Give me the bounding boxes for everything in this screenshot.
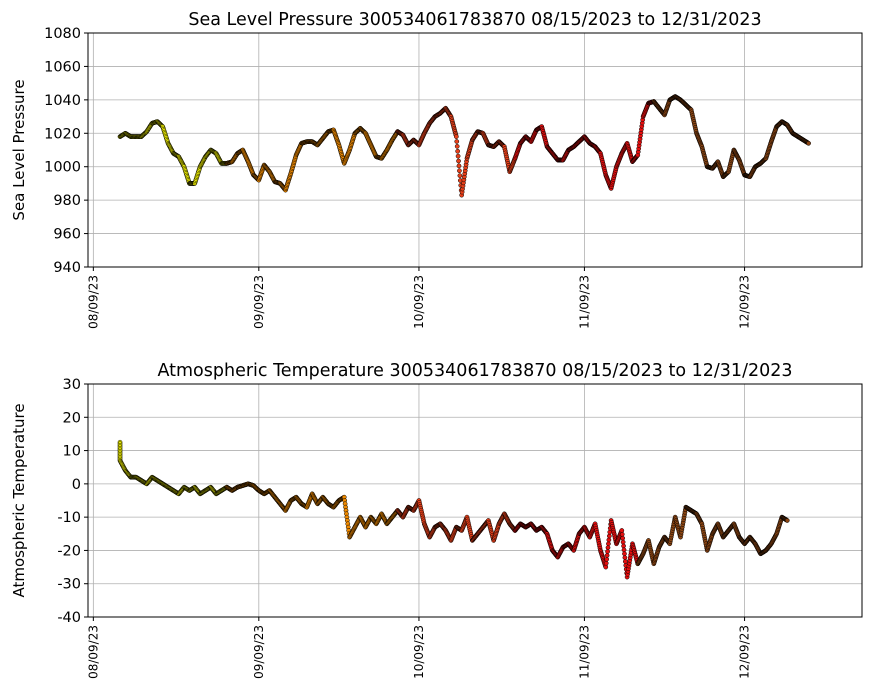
x-tick-label: 08/09/23: [86, 625, 100, 679]
series-1: [117, 439, 230, 497]
data-point: [453, 134, 459, 139]
series-2: [224, 125, 400, 193]
axes-frame: [87, 383, 863, 618]
data-point: [784, 518, 790, 523]
x-tick-label: 11/09/23: [577, 625, 591, 679]
y-tick-label: 0: [72, 477, 81, 493]
x-tick-label: 09/09/23: [252, 275, 266, 329]
y-axis-label: Sea Level Pressure: [10, 79, 28, 220]
data-point: [456, 158, 461, 164]
y-tick-label: 980: [53, 193, 81, 209]
x-tick-label: 08/09/23: [86, 275, 100, 329]
series-2: [224, 481, 400, 540]
x-tick-label: 10/09/23: [412, 275, 426, 329]
series-5: [651, 94, 811, 180]
series-1: [117, 119, 230, 186]
data-point: [806, 140, 811, 146]
data-point: [606, 537, 612, 543]
y-tick-label: 960: [53, 227, 81, 243]
data-points: [117, 439, 790, 580]
data-point: [606, 533, 612, 539]
chart-title: Atmospheric Temperature 300534061783870 …: [157, 361, 792, 381]
data-point: [620, 539, 626, 545]
x-tick-label: 09/09/23: [252, 625, 266, 679]
data-point: [622, 551, 627, 557]
axes-frame: [87, 32, 863, 268]
y-tick-label: 1000: [44, 160, 81, 176]
x-tick-label: 11/09/23: [577, 275, 591, 329]
y-tick-label: 940: [53, 260, 81, 276]
data-points: [117, 94, 811, 198]
data-point: [604, 553, 610, 558]
y-axis-label: Atmospheric Temperature: [10, 403, 28, 597]
data-point: [621, 547, 627, 553]
series-5: [635, 504, 790, 567]
x-tick-label: 12/09/23: [738, 625, 752, 679]
y-tick-label: 1040: [44, 93, 81, 109]
y-tick-label: 20: [63, 410, 81, 426]
y-tick-label: -20: [57, 543, 81, 559]
chart-title: Sea Level Pressure 300534061783870 08/15…: [188, 10, 761, 30]
data-point: [605, 549, 610, 554]
chart-panel-2: -40 -30 -20 -10 0 10 20 30 08/09/23 09/09/23 10/09…: [10, 361, 863, 679]
y-tick-label: 1020: [44, 126, 81, 142]
data-point: [605, 545, 611, 551]
data-point: [457, 168, 462, 174]
data-point: [619, 528, 625, 533]
data-point: [454, 144, 460, 149]
data-point: [620, 535, 626, 541]
series-3: [395, 498, 518, 543]
y-tick-label: -40: [57, 610, 81, 626]
x-tick-label: 10/09/23: [412, 625, 426, 679]
series-4: [512, 518, 641, 580]
data-point: [603, 560, 609, 566]
data-point: [457, 173, 463, 178]
data-point: [619, 531, 625, 537]
y-tick-label: -10: [57, 510, 81, 526]
series-3: [395, 105, 518, 198]
data-point: [456, 163, 462, 169]
data-point: [604, 556, 610, 562]
data-point: [623, 559, 628, 564]
chart-panel-1: 940 960 980 1000 1020 1040 1060 1080 08/09/23 09/…: [10, 10, 863, 329]
y-tick-label: 10: [63, 444, 81, 460]
data-point: [603, 564, 609, 570]
data-point: [622, 555, 628, 560]
data-point: [455, 148, 460, 154]
y-tick-label: 1060: [44, 59, 81, 75]
data-point: [606, 541, 611, 547]
data-point: [455, 153, 461, 159]
y-tick-label: 30: [63, 377, 81, 393]
data-point: [454, 139, 460, 144]
series-4: [512, 99, 657, 191]
y-tick-label: 1080: [44, 26, 81, 42]
y-tick-label: -30: [57, 577, 81, 593]
x-tick-label: 12/09/23: [738, 275, 752, 329]
data-point: [621, 543, 626, 549]
